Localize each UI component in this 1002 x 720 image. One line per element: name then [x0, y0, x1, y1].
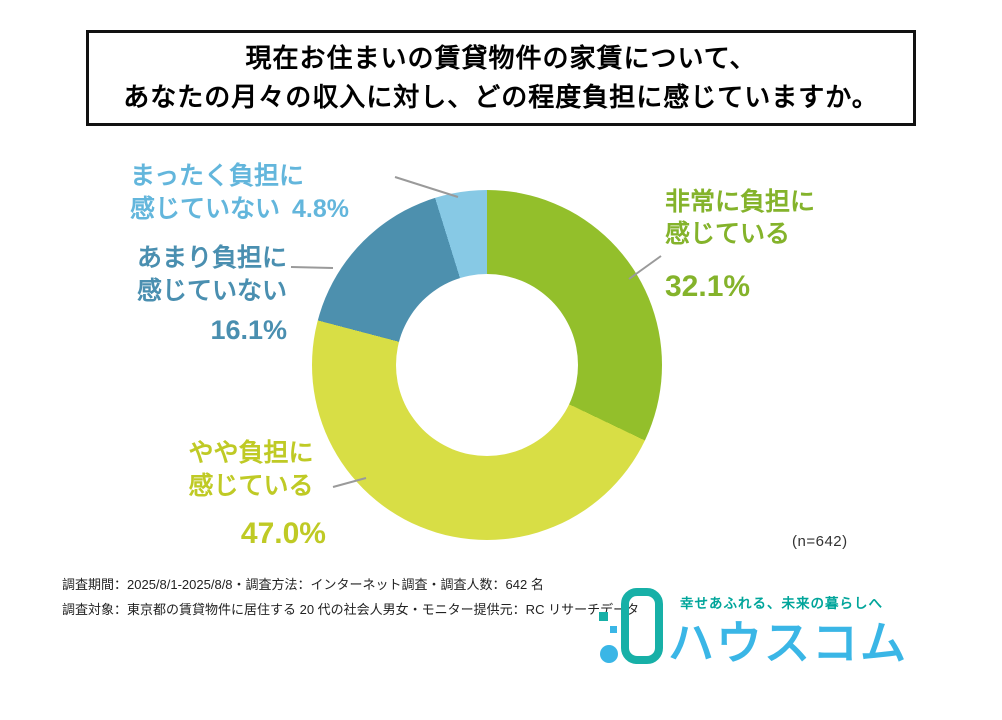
callout-somewhat-pct: 47.0% — [240, 517, 326, 550]
logo-tagline: 幸せあふれる、未来の暮らしへ — [680, 596, 883, 611]
question-title-line2: あなたの月々の収入に対し、どの程度負担に感じていますか。 — [123, 82, 879, 112]
callout-not-much-line1: あまり負担に — [136, 244, 287, 272]
callout-somewhat-line2: 感じている — [188, 471, 314, 500]
callout-not-much-pct: 16.1% — [210, 315, 287, 345]
logo-brand-text: ハウスコム — [668, 617, 908, 669]
callout-very-line1: 非常に負担に — [665, 188, 816, 216]
callout-very: 非常に負担に 感じている 32.1% — [665, 186, 815, 306]
survey-note-line1: 調査期間：2025/8/1-2025/8/8・調査方法：インターネット調査・調査… — [62, 577, 544, 592]
callout-not-at-all-line2: 感じていない — [130, 195, 281, 223]
callout-somewhat-line1: やや負担に — [188, 439, 314, 467]
question-title-box: 現在お住まいの賃貸物件の家賃について、 あなたの月々の収入に対し、どの程度負担に… — [86, 30, 916, 126]
question-title-line1: 現在お住まいの賃貸物件の家賃について、 — [245, 43, 757, 73]
callout-very-pct: 32.1% — [665, 270, 751, 303]
housecom-logo-icon — [599, 588, 663, 664]
callout-not-at-all: まったく負担に 感じていない 4.8% — [130, 160, 349, 226]
donut-hole — [396, 274, 578, 456]
callout-not-much-line2: 感じていない — [136, 276, 287, 305]
survey-notes: 調査期間：2025/8/1-2025/8/8・調査方法：インターネット調査・調査… — [62, 572, 639, 622]
sample-size-label: (n=642) — [792, 533, 848, 550]
callout-very-line2: 感じている — [665, 220, 791, 248]
callout-not-much: あまり負担に 感じていない 16.1% — [112, 242, 287, 348]
callout-somewhat: やや負担に 感じている 47.0% — [176, 437, 326, 553]
callout-not-at-all-pct: 4.8% — [292, 195, 349, 223]
donut-chart-area — [312, 190, 662, 540]
callout-not-at-all-line1: まったく負担に — [130, 162, 305, 190]
survey-note-line2: 調査対象：東京都の賃貸物件に居住する 20 代の社会人男女・モニター提供元：RC… — [62, 602, 640, 617]
